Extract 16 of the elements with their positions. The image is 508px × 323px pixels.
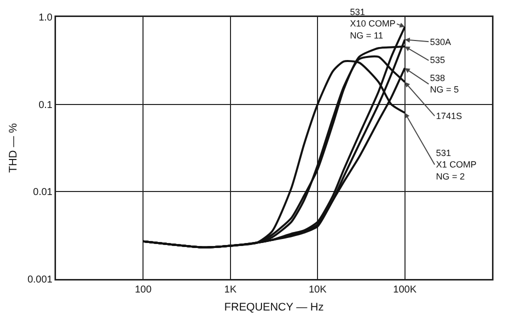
x-tick-label: 100K xyxy=(393,284,417,296)
text: 538 NG = 5 xyxy=(430,73,459,95)
y-tick-label: 0.01 xyxy=(33,187,53,198)
y-tick-label: 1.0 xyxy=(38,12,53,24)
x-tick-label: 100 xyxy=(134,284,152,296)
text: 531 X1 COMP NG = 2 xyxy=(436,148,477,182)
series-label: 531 X10 COMP NG = 11 xyxy=(350,7,396,40)
y-tick-label: 0.1 xyxy=(38,100,53,111)
y-tick-label: 0.001 xyxy=(27,274,53,286)
x-axis-title: FREQUENCY — Hz xyxy=(224,301,324,314)
x-tick-label: 1K xyxy=(224,284,237,296)
text: 1741S xyxy=(436,111,462,121)
x-tick-label: 10K xyxy=(308,284,327,296)
text: 530A xyxy=(430,37,452,47)
text: 535 xyxy=(430,55,446,65)
y-axis-title: THD — % xyxy=(7,123,20,173)
